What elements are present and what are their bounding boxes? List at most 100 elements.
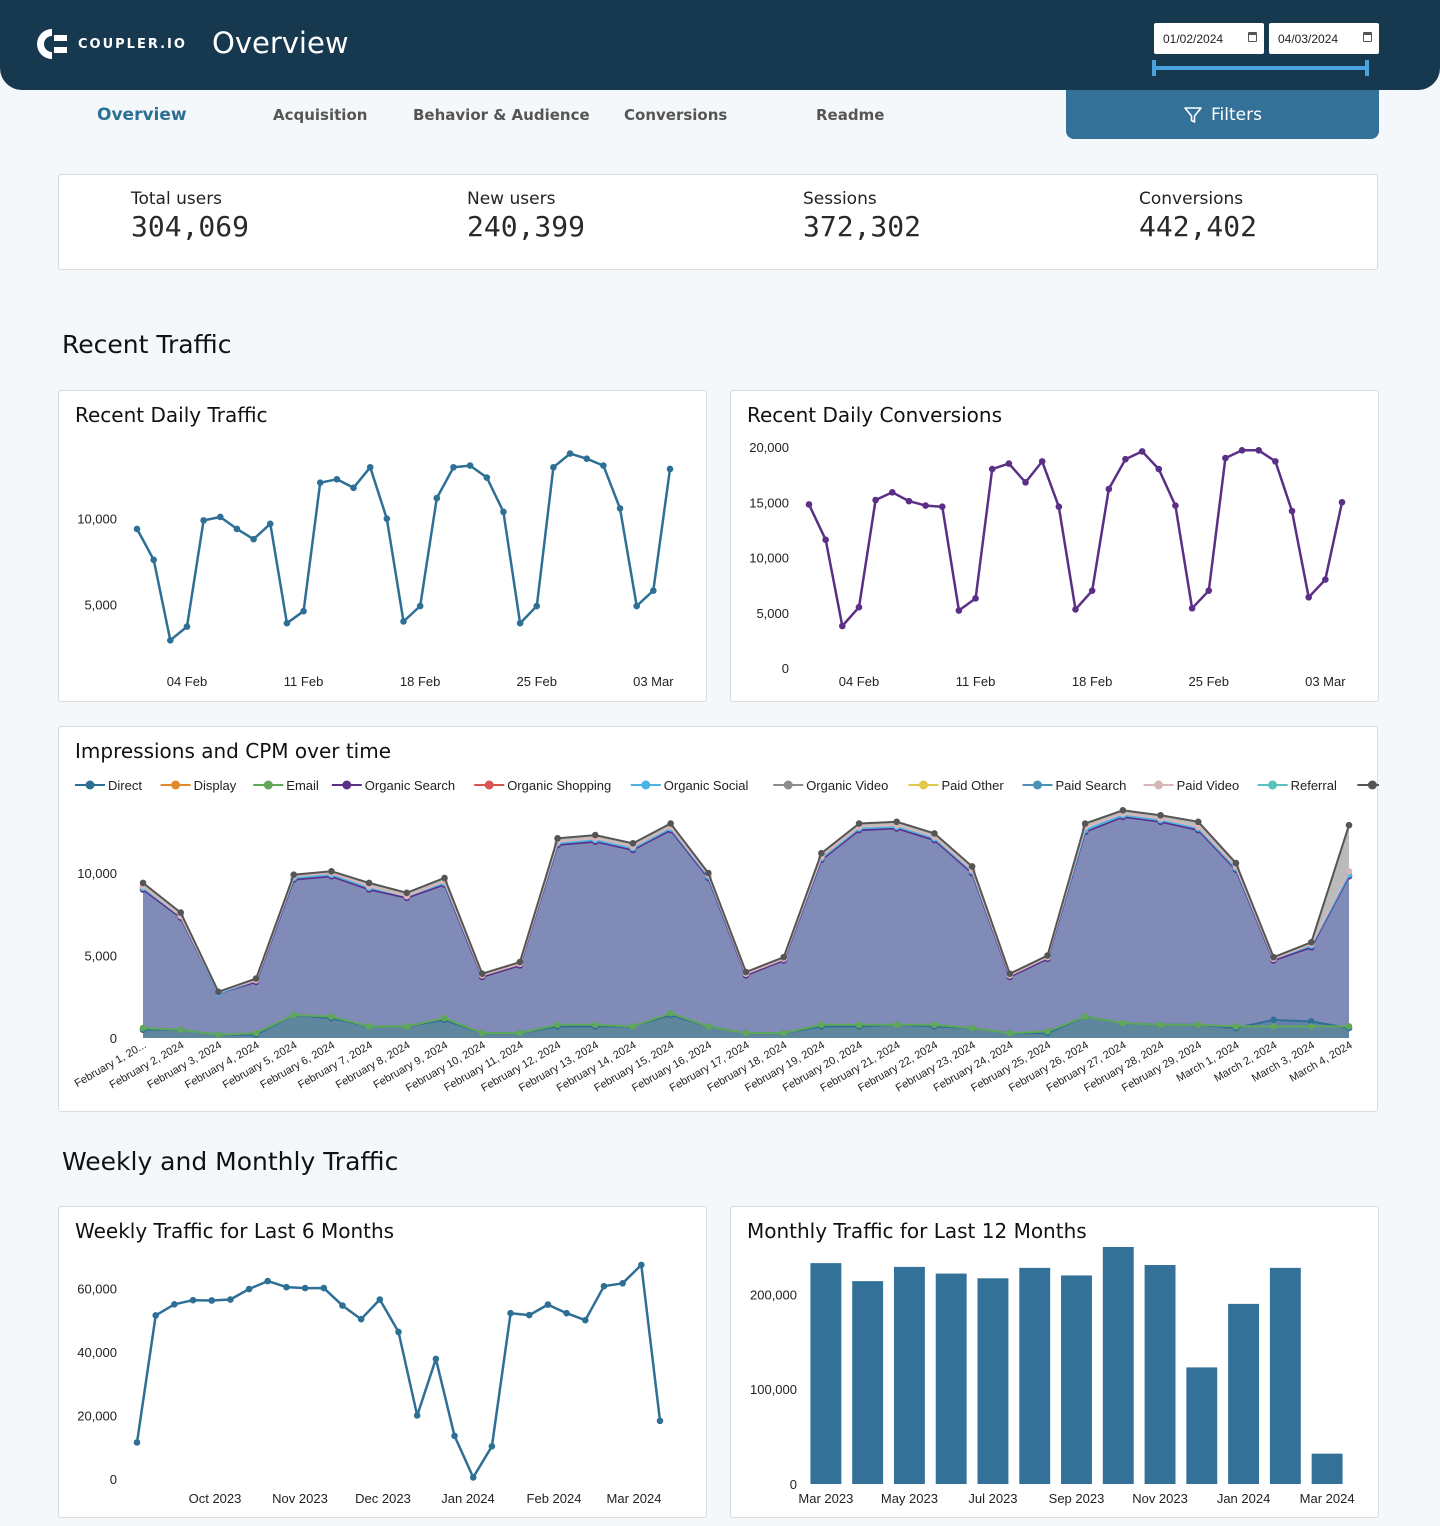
- data-point: [1005, 460, 1013, 467]
- data-point: [400, 618, 407, 625]
- legend-marker: [1367, 780, 1377, 790]
- x-tick-label: Mar 2024: [607, 1491, 662, 1506]
- data-point: [1270, 1023, 1277, 1030]
- data-point: [525, 1311, 533, 1319]
- x-tick-label: Jan 2024: [441, 1491, 495, 1506]
- data-point: [316, 479, 324, 486]
- data-point: [931, 1021, 938, 1029]
- data-point: [266, 520, 274, 528]
- slider-end-handle[interactable]: [1365, 60, 1369, 76]
- impressions-cpm-chart[interactable]: 0 5,000 10,000 Direct Display Email Organic Se…: [59, 727, 1379, 1113]
- recent-daily-conversions-chart[interactable]: 0 5,000 10,000 15,000 20,000 04 Feb 11 Feb 18 F…: [731, 391, 1380, 703]
- tab-readme[interactable]: Readme: [816, 106, 885, 124]
- start-date-input[interactable]: 01/02/2024: [1154, 23, 1264, 54]
- data-point: [250, 535, 257, 543]
- data-point: [264, 1277, 272, 1285]
- data-point: [301, 1284, 309, 1292]
- calendar-icon[interactable]: [1248, 32, 1257, 42]
- kpi-new-users: New users 240,399: [467, 189, 585, 243]
- data-point: [466, 462, 474, 469]
- bar: [1311, 1453, 1343, 1484]
- kpi-label: Conversions: [1139, 189, 1244, 209]
- slider-start-handle[interactable]: [1152, 60, 1156, 76]
- weekly-traffic-chart[interactable]: 0 20,000 40,000 60,000 Oct 2023 Nov 2023 Dec 2…: [59, 1207, 708, 1519]
- data-point: [252, 975, 260, 982]
- bar: [1144, 1265, 1176, 1484]
- x-tick-label: 25 Feb: [1189, 674, 1229, 689]
- data-point: [1157, 811, 1164, 819]
- kpi-card: Total users 304,069 New users 240,399 Se…: [58, 174, 1378, 270]
- legend-label: Paid Video: [1177, 778, 1240, 793]
- data-point: [818, 849, 825, 857]
- data-point: [333, 475, 341, 483]
- legend-marker: [263, 780, 273, 790]
- data-point: [328, 868, 335, 875]
- data-point: [742, 1029, 750, 1037]
- tab-behavior-audience[interactable]: Behavior & Audience: [413, 106, 590, 124]
- date-range-slider[interactable]: [1154, 66, 1368, 70]
- data-point: [171, 1300, 178, 1308]
- legend-marker: [919, 780, 928, 790]
- data-point: [328, 1013, 335, 1020]
- section-title-recent: Recent Traffic: [62, 330, 232, 359]
- y-tick-label: 0: [790, 1477, 797, 1492]
- kpi-value: 372,302: [803, 210, 922, 243]
- legend-label: Organic Video: [806, 778, 888, 793]
- x-tick-label: Nov 2023: [272, 1491, 328, 1506]
- data-point: [905, 497, 913, 505]
- monthly-traffic-card: Monthly Traffic for Last 12 Months 0 100,…: [730, 1206, 1379, 1518]
- end-date-input[interactable]: 04/03/2024: [1269, 23, 1379, 54]
- start-date-value: 01/02/2024: [1163, 32, 1224, 46]
- monthly-traffic-chart[interactable]: 0 100,000 200,000 Mar 2023 May 2023 Jul 2023 S…: [731, 1207, 1380, 1519]
- data-point: [245, 1285, 253, 1293]
- data-point: [591, 1021, 599, 1029]
- x-tick-label: 11 Feb: [284, 674, 324, 689]
- y-tick-label: 5,000: [84, 949, 117, 964]
- tab-overview[interactable]: Overview: [97, 105, 187, 125]
- data-point: [227, 1296, 234, 1303]
- kpi-total-users: Total users 304,069: [131, 189, 249, 243]
- data-point: [1044, 1028, 1051, 1035]
- data-point: [290, 871, 298, 878]
- x-tick-label: 04 Feb: [839, 674, 879, 689]
- weekly-traffic-card: Weekly Traffic for Last 6 Months 0 20,000…: [58, 1206, 707, 1518]
- data-point: [855, 1021, 863, 1029]
- legend-marker: [1154, 780, 1164, 790]
- x-tick-label: Jan 2024: [1217, 1491, 1271, 1506]
- data-point: [633, 602, 640, 610]
- data-point: [855, 820, 863, 827]
- chart-title: Recent Daily Conversions: [747, 403, 1002, 427]
- x-tick-label: 18 Feb: [400, 674, 440, 689]
- bar: [893, 1266, 925, 1484]
- data-point: [350, 484, 357, 492]
- data-point: [366, 463, 374, 471]
- data-point: [1232, 859, 1240, 867]
- data-point: [395, 1328, 402, 1336]
- bar: [1186, 1367, 1218, 1484]
- y-tick-label: 10,000: [77, 866, 117, 881]
- bar: [1061, 1275, 1092, 1484]
- kpi-label: New users: [467, 189, 556, 209]
- end-date-value: 04/03/2024: [1278, 32, 1339, 46]
- tab-acquisition[interactable]: Acquisition: [273, 106, 368, 124]
- data-point: [1255, 447, 1263, 454]
- tab-conversions[interactable]: Conversions: [624, 106, 728, 124]
- data-point: [780, 953, 787, 961]
- coupler-logo[interactable]: COUPLER.IO: [34, 26, 187, 62]
- calendar-icon[interactable]: [1363, 32, 1372, 42]
- data-point: [1072, 606, 1079, 613]
- recent-daily-traffic-chart[interactable]: 5,000 10,000 04 Feb 11 Feb 18 Feb 25 Feb 03 Ma…: [59, 391, 708, 703]
- filters-label: Filters: [1211, 104, 1262, 125]
- data-point: [667, 1009, 674, 1017]
- data-point: [893, 1021, 901, 1029]
- chart-title: Monthly Traffic for Last 12 Months: [747, 1219, 1087, 1243]
- data-point: [516, 1029, 524, 1037]
- filters-button[interactable]: Filters: [1066, 90, 1379, 139]
- data-point: [1157, 1021, 1164, 1029]
- y-tick-label: 20,000: [77, 1408, 117, 1423]
- data-point: [150, 556, 157, 564]
- y-tick-label: 0: [110, 1472, 117, 1487]
- legend-marker: [342, 780, 352, 790]
- y-tick-label: 15,000: [749, 495, 789, 510]
- data-point: [1238, 447, 1246, 454]
